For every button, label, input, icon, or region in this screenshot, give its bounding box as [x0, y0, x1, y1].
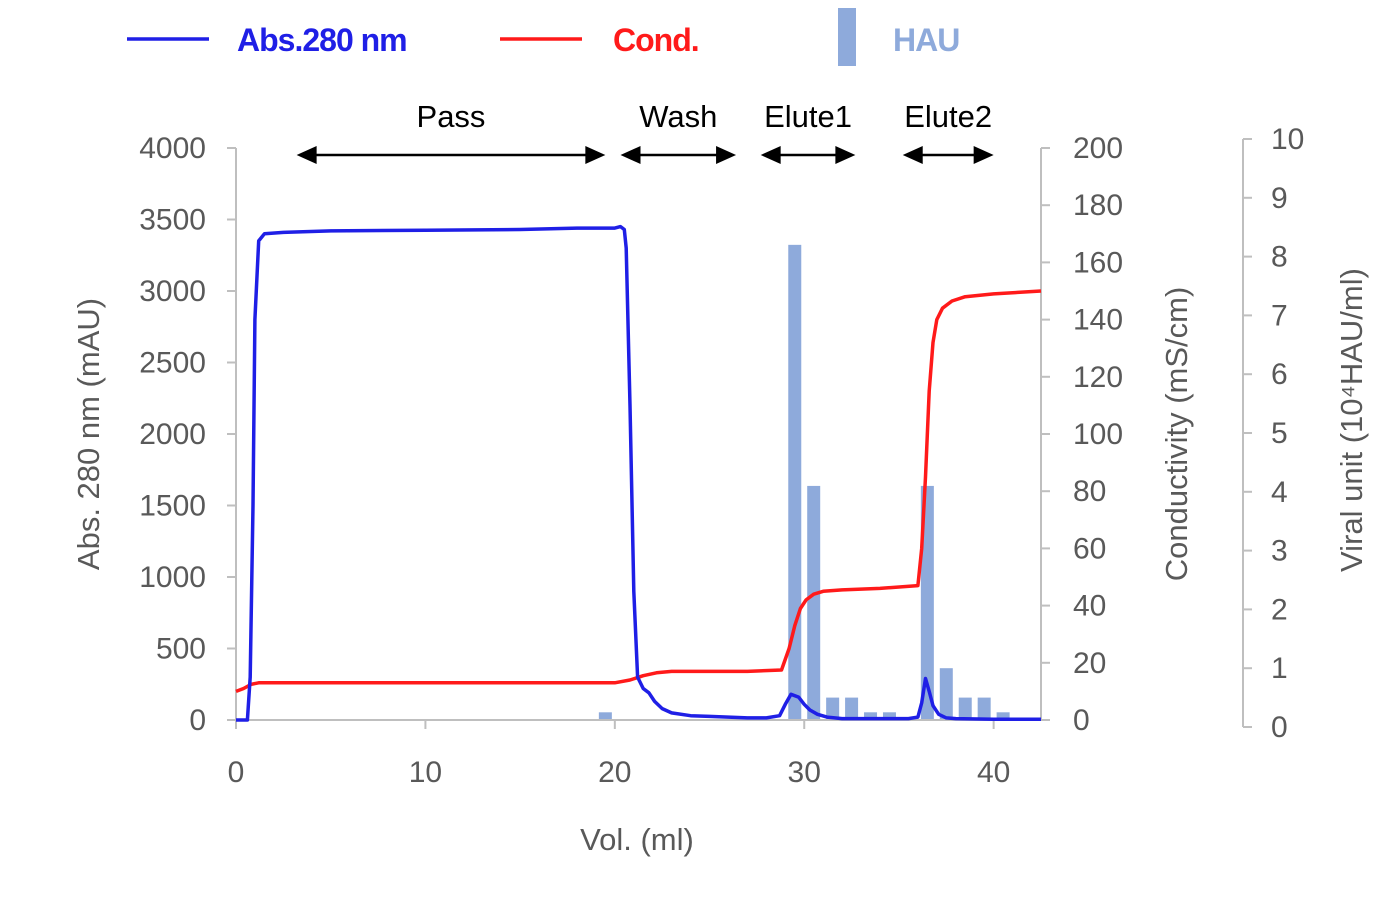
y-tick-label-left: 1500: [139, 490, 206, 523]
y-tick-label-left: 2000: [139, 418, 206, 451]
legend-entry-cond: Cond.: [500, 22, 700, 58]
hau-bar: [996, 712, 1010, 720]
legend-entry-abs: Abs.280 nm: [127, 22, 408, 58]
x-tick-label: 30: [788, 756, 821, 789]
y-tick-label-viral-unit: 9: [1271, 182, 1288, 215]
y-axis-title-viral-unit: Viral unit (10⁴HAU/ml): [1334, 268, 1369, 572]
y-tick-label-conductivity: 180: [1073, 189, 1123, 222]
y-tick-label-left: 500: [156, 633, 206, 666]
y-tick-label-conductivity: 20: [1073, 647, 1106, 680]
y-tick-label-viral-unit: 2: [1271, 593, 1288, 626]
series-lines: [235, 224, 1042, 722]
y-tick-label-viral-unit: 5: [1271, 417, 1288, 450]
phase-label: Pass: [417, 99, 486, 134]
y-tick-label-left: 1000: [139, 561, 206, 594]
phase-label: Wash: [639, 99, 717, 134]
y-tick-label-conductivity: 60: [1073, 532, 1106, 565]
hau-bar: [939, 668, 953, 720]
legend-entry-hau: HAU: [838, 8, 960, 66]
y-tick-label-left: 3500: [139, 204, 206, 237]
y-tick-label-left: 3000: [139, 275, 206, 308]
y-tick-label-viral-unit: 1: [1271, 652, 1288, 685]
hau-bar: [826, 697, 840, 720]
y-tick-label-left: 0: [189, 704, 206, 737]
phase-arrowhead-right: [835, 146, 856, 164]
y-tick-label-conductivity: 120: [1073, 361, 1123, 394]
y-axis-title-left: Abs. 280 nm (mAU): [71, 298, 106, 570]
y-tick-label-viral-unit: 0: [1271, 711, 1288, 744]
y-tick-label-viral-unit: 4: [1271, 476, 1288, 509]
phase-arrowhead-right: [716, 146, 737, 164]
phase-elute2: Elute2: [902, 99, 994, 164]
y-tick-label-conductivity: 160: [1073, 246, 1123, 279]
hau-bar: [807, 485, 821, 720]
y-tick-label-viral-unit: 8: [1271, 241, 1288, 274]
x-tick-label: 10: [409, 756, 442, 789]
y-tick-label-conductivity: 0: [1073, 704, 1090, 737]
hau-bar: [598, 712, 612, 720]
y-tick-label-viral-unit: 10: [1271, 123, 1304, 156]
hau-bar: [958, 697, 972, 720]
x-tick-label: 0: [228, 756, 245, 789]
legend-label-cond: Cond.: [613, 22, 699, 58]
legend-swatch-hau: [838, 8, 856, 66]
phase-arrowhead-right: [585, 146, 606, 164]
phase-elute1: Elute1: [760, 99, 856, 164]
phase-label: Elute2: [904, 99, 992, 134]
abs-280-line: [236, 224, 1041, 722]
y-tick-label-conductivity: 200: [1073, 132, 1123, 165]
y-tick-label-viral-unit: 6: [1271, 358, 1288, 391]
y-tick-label-left: 2500: [139, 347, 206, 380]
phase-arrowhead-left: [620, 146, 641, 164]
y-tick-label-conductivity: 100: [1073, 418, 1123, 451]
y-tick-label-conductivity: 80: [1073, 475, 1106, 508]
hau-bar: [977, 697, 991, 720]
conductivity-line: [235, 289, 1042, 694]
phase-arrowhead-left: [760, 146, 781, 164]
x-tick-label: 20: [598, 756, 631, 789]
hau-bar: [920, 485, 934, 720]
hau-bar: [864, 712, 878, 720]
legend-label-abs: Abs.280 nm: [237, 22, 407, 58]
x-tick-label: 40: [977, 756, 1010, 789]
legend: Abs.280 nm Cond. HAU: [127, 8, 960, 66]
y-tick-label-viral-unit: 7: [1271, 299, 1288, 332]
phase-label: Elute1: [764, 99, 852, 134]
hau-bars: [598, 244, 1010, 720]
phase-pass: Pass: [296, 99, 606, 164]
y-tick-label-viral-unit: 3: [1271, 535, 1288, 568]
y-tick-label-left: 4000: [139, 132, 206, 165]
axis-titles: Vol. (ml) Abs. 280 nm (mAU) Conductivity…: [71, 268, 1369, 857]
hau-bar: [882, 712, 896, 720]
phase-arrowhead-right: [973, 146, 994, 164]
hau-bar: [788, 244, 802, 720]
phase-arrowhead-left: [296, 146, 317, 164]
y-tick-label-conductivity: 140: [1073, 304, 1123, 337]
y-axis-title-conductivity: Conductivity (mS/cm): [1159, 287, 1194, 582]
phase-arrowhead-left: [902, 146, 923, 164]
y-tick-label-conductivity: 40: [1073, 590, 1106, 623]
phase-annotations: Pass Wash Elute1 Elute2: [296, 99, 994, 164]
legend-label-hau: HAU: [893, 22, 959, 58]
hau-bar: [845, 697, 859, 720]
x-axis-title: Vol. (ml): [580, 822, 694, 857]
phase-wash: Wash: [620, 99, 737, 164]
